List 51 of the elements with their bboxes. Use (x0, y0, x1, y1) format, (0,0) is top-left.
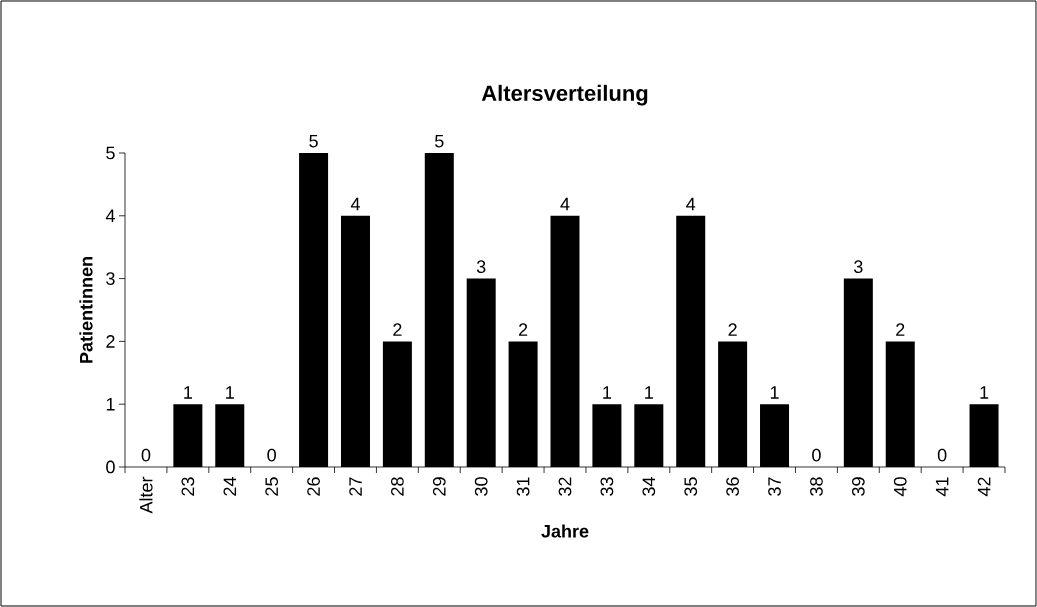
data-label: 1 (184, 386, 192, 399)
x-tick-label: 30 (474, 477, 488, 496)
x-tick-label: 26 (307, 477, 320, 496)
data-label: 2 (728, 323, 737, 336)
data-label: 0 (812, 448, 821, 462)
x-tick-label: 27 (349, 477, 362, 496)
x-tick-label: 42 (977, 477, 991, 497)
data-label: 4 (350, 197, 360, 211)
x-tick-label: 40 (893, 477, 907, 497)
x-axis-title: Jahre (541, 524, 589, 538)
chart-title: Altersverteilung (481, 84, 648, 106)
y-tick-label: 5 (106, 146, 115, 160)
data-label: 1 (226, 386, 234, 399)
y-tick-label: 2 (106, 335, 115, 348)
x-tick-label: 23 (181, 477, 195, 496)
x-tick-label: 25 (265, 477, 279, 496)
data-label: 1 (770, 386, 779, 399)
data-label: 2 (519, 323, 528, 336)
x-tick-label: 31 (516, 477, 530, 496)
data-label: 0 (937, 448, 947, 462)
data-label: 4 (560, 197, 570, 211)
data-label: 3 (476, 260, 486, 274)
data-label: 2 (393, 323, 402, 336)
data-label: 5 (435, 134, 444, 148)
x-tick-label: 36 (726, 477, 739, 496)
x-tick-label: 35 (684, 477, 698, 496)
x-tick-label: 37 (768, 477, 781, 496)
x-tick-label: 29 (432, 477, 446, 496)
data-label: 2 (896, 323, 905, 336)
x-tick-label: 34 (642, 477, 656, 496)
y-tick-label: 3 (106, 272, 115, 285)
x-tick-label: 38 (810, 477, 823, 496)
x-tick-label: 28 (391, 477, 404, 496)
data-label: 1 (603, 386, 612, 399)
data-label: 0 (141, 448, 151, 462)
data-label: 1 (980, 386, 989, 399)
data-label: 4 (686, 197, 696, 211)
y-axis-title: Patientinnen (79, 257, 93, 363)
data-label: 0 (267, 448, 276, 462)
data-label: 5 (309, 134, 318, 148)
x-tick-label: 33 (600, 477, 614, 496)
x-tick-label: 24 (223, 477, 237, 496)
x-tick-label: Alter (139, 476, 153, 514)
x-tick-label: 41 (935, 477, 949, 497)
x-tick-label: 39 (851, 477, 865, 496)
y-tick-label: 0 (106, 460, 115, 474)
data-label: 1 (645, 386, 653, 399)
data-label: 3 (854, 260, 863, 274)
y-tick-label: 4 (105, 209, 115, 222)
x-tick-label: 32 (558, 477, 572, 496)
y-tick-label: 1 (106, 397, 115, 411)
